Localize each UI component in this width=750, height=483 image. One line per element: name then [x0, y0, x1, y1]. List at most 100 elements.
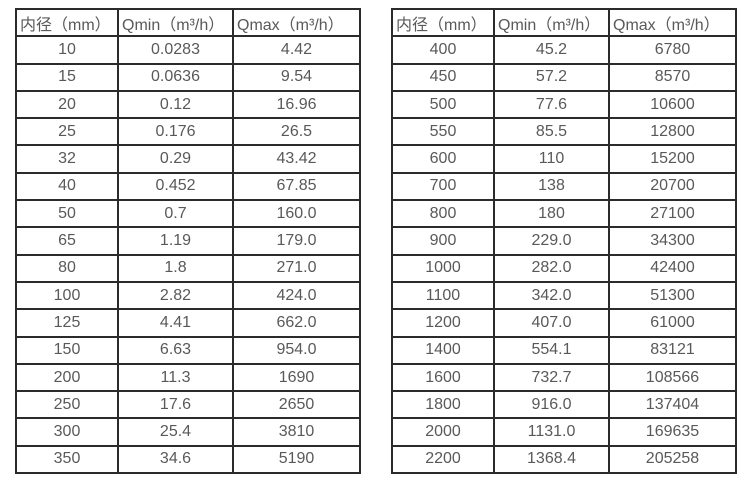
table-cell: 11.3 — [117, 362, 234, 393]
table-row: 32 0.29 43.42 — [15, 144, 361, 174]
table-cell: 20700 — [608, 171, 737, 202]
table-row: 100 2.82 424.0 — [15, 280, 361, 311]
table-cell: 8570 — [608, 62, 737, 92]
table-row: 80 1.8 271.0 — [15, 253, 361, 283]
table-row: 900 229.0 34300 — [391, 226, 737, 256]
table-cell: 407.0 — [493, 308, 610, 338]
table-body: 10 0.0283 4.42 15 0.0636 9.54 20 0.12 16.96 25 0.1… — [15, 35, 361, 475]
table-cell: 0.0636 — [117, 62, 234, 92]
table-row: 10 0.0283 4.42 — [15, 35, 361, 65]
table-cell: 500 — [391, 89, 495, 120]
table-cell: 342.0 — [493, 280, 610, 311]
table-cell: 15200 — [608, 144, 737, 174]
table-cell: 34300 — [608, 226, 737, 256]
table-cell: 0.29 — [117, 144, 234, 174]
col-header-diameter: 内径（mm） — [15, 7, 119, 38]
table-cell: 1.8 — [117, 253, 234, 283]
table-cell: 732.7 — [493, 362, 610, 393]
table-row: 50 0.7 160.0 — [15, 199, 361, 229]
table-cell: 229.0 — [493, 226, 610, 256]
table-cell: 550 — [391, 117, 495, 147]
table-cell: 51300 — [608, 280, 737, 311]
table-row: 400 45.2 6780 — [391, 35, 737, 65]
table-cell: 954.0 — [232, 335, 361, 365]
table-cell: 85.5 — [493, 117, 610, 147]
table-cell: 1200 — [391, 308, 495, 338]
table-row: 2200 1368.4 205258 — [391, 444, 737, 475]
table-cell: 1690 — [232, 362, 361, 393]
table-cell: 2.82 — [117, 280, 234, 311]
table-cell: 2200 — [391, 444, 495, 475]
table-row: 700 138 20700 — [391, 171, 737, 202]
table-row: 800 180 27100 — [391, 199, 737, 229]
table-row: 25 0.176 26.5 — [15, 117, 361, 147]
table-cell: 83121 — [608, 335, 737, 365]
table-cell: 42400 — [608, 253, 737, 283]
table-row: 125 4.41 662.0 — [15, 308, 361, 338]
table-row: 2000 1131.0 169635 — [391, 417, 737, 447]
table-cell: 2650 — [232, 390, 361, 420]
table-cell: 10600 — [608, 89, 737, 120]
table-cell: 662.0 — [232, 308, 361, 338]
table-cell: 26.5 — [232, 117, 361, 147]
table-cell: 0.12 — [117, 89, 234, 120]
table-cell: 6.63 — [117, 335, 234, 365]
table-cell: 77.6 — [493, 89, 610, 120]
table-cell: 65 — [15, 226, 119, 256]
table-cell: 67.85 — [232, 171, 361, 202]
table-cell: 57.2 — [493, 62, 610, 92]
table-cell: 20 — [15, 89, 119, 120]
table-cell: 9.54 — [232, 62, 361, 92]
col-header-qmax: Qmax（m³/h） — [608, 7, 737, 38]
table-cell: 1800 — [391, 390, 495, 420]
table-cell: 205258 — [608, 444, 737, 475]
table-cell: 80 — [15, 253, 119, 283]
table-cell: 110 — [493, 144, 610, 174]
table-cell: 916.0 — [493, 390, 610, 420]
flow-table-large-diameters: 内径（mm） Qmin（m³/h） Qmax（m³/h） 400 45.2 6780… — [391, 7, 737, 475]
table-cell: 900 — [391, 226, 495, 256]
table-cell: 1131.0 — [493, 417, 610, 447]
table-row: 200 11.3 1690 — [15, 362, 361, 393]
flow-table-small-diameters: 内径（mm） Qmin（m³/h） Qmax（m³/h） 10 0.0283 4.4… — [15, 7, 361, 475]
table-row: 1800 916.0 137404 — [391, 390, 737, 420]
table-row: 550 85.5 12800 — [391, 117, 737, 147]
table-cell: 1000 — [391, 253, 495, 283]
table-cell: 138 — [493, 171, 610, 202]
table-row: 1100 342.0 51300 — [391, 280, 737, 311]
table-row: 40 0.452 67.85 — [15, 171, 361, 202]
table-cell: 3810 — [232, 417, 361, 447]
table-row: 150 6.63 954.0 — [15, 335, 361, 365]
table-row: 1400 554.1 83121 — [391, 335, 737, 365]
table-body: 400 45.2 6780 450 57.2 8570 500 77.6 10600 550 85.… — [391, 35, 737, 475]
table-row: 300 25.4 3810 — [15, 417, 361, 447]
col-header-qmax: Qmax（m³/h） — [232, 7, 361, 38]
table-cell: 137404 — [608, 390, 737, 420]
table-cell: 100 — [15, 280, 119, 311]
table-cell: 32 — [15, 144, 119, 174]
col-header-qmin: Qmin（m³/h） — [117, 7, 234, 38]
table-row: 500 77.6 10600 — [391, 89, 737, 120]
header-row: 内径（mm） Qmin（m³/h） Qmax（m³/h） — [15, 7, 361, 38]
table-row: 15 0.0636 9.54 — [15, 62, 361, 92]
table-cell: 4.42 — [232, 35, 361, 65]
table-cell: 424.0 — [232, 280, 361, 311]
table-cell: 200 — [15, 362, 119, 393]
table-cell: 2000 — [391, 417, 495, 447]
table-cell: 0.176 — [117, 117, 234, 147]
table-cell: 4.41 — [117, 308, 234, 338]
table-cell: 6780 — [608, 35, 737, 65]
table-cell: 43.42 — [232, 144, 361, 174]
table-cell: 179.0 — [232, 226, 361, 256]
table-cell: 0.7 — [117, 199, 234, 229]
table-cell: 40 — [15, 171, 119, 202]
table-cell: 1600 — [391, 362, 495, 393]
table-cell: 17.6 — [117, 390, 234, 420]
table-cell: 150 — [15, 335, 119, 365]
table-cell: 800 — [391, 199, 495, 229]
table-cell: 1100 — [391, 280, 495, 311]
table-cell: 180 — [493, 199, 610, 229]
table-row: 65 1.19 179.0 — [15, 226, 361, 256]
table-row: 600 110 15200 — [391, 144, 737, 174]
